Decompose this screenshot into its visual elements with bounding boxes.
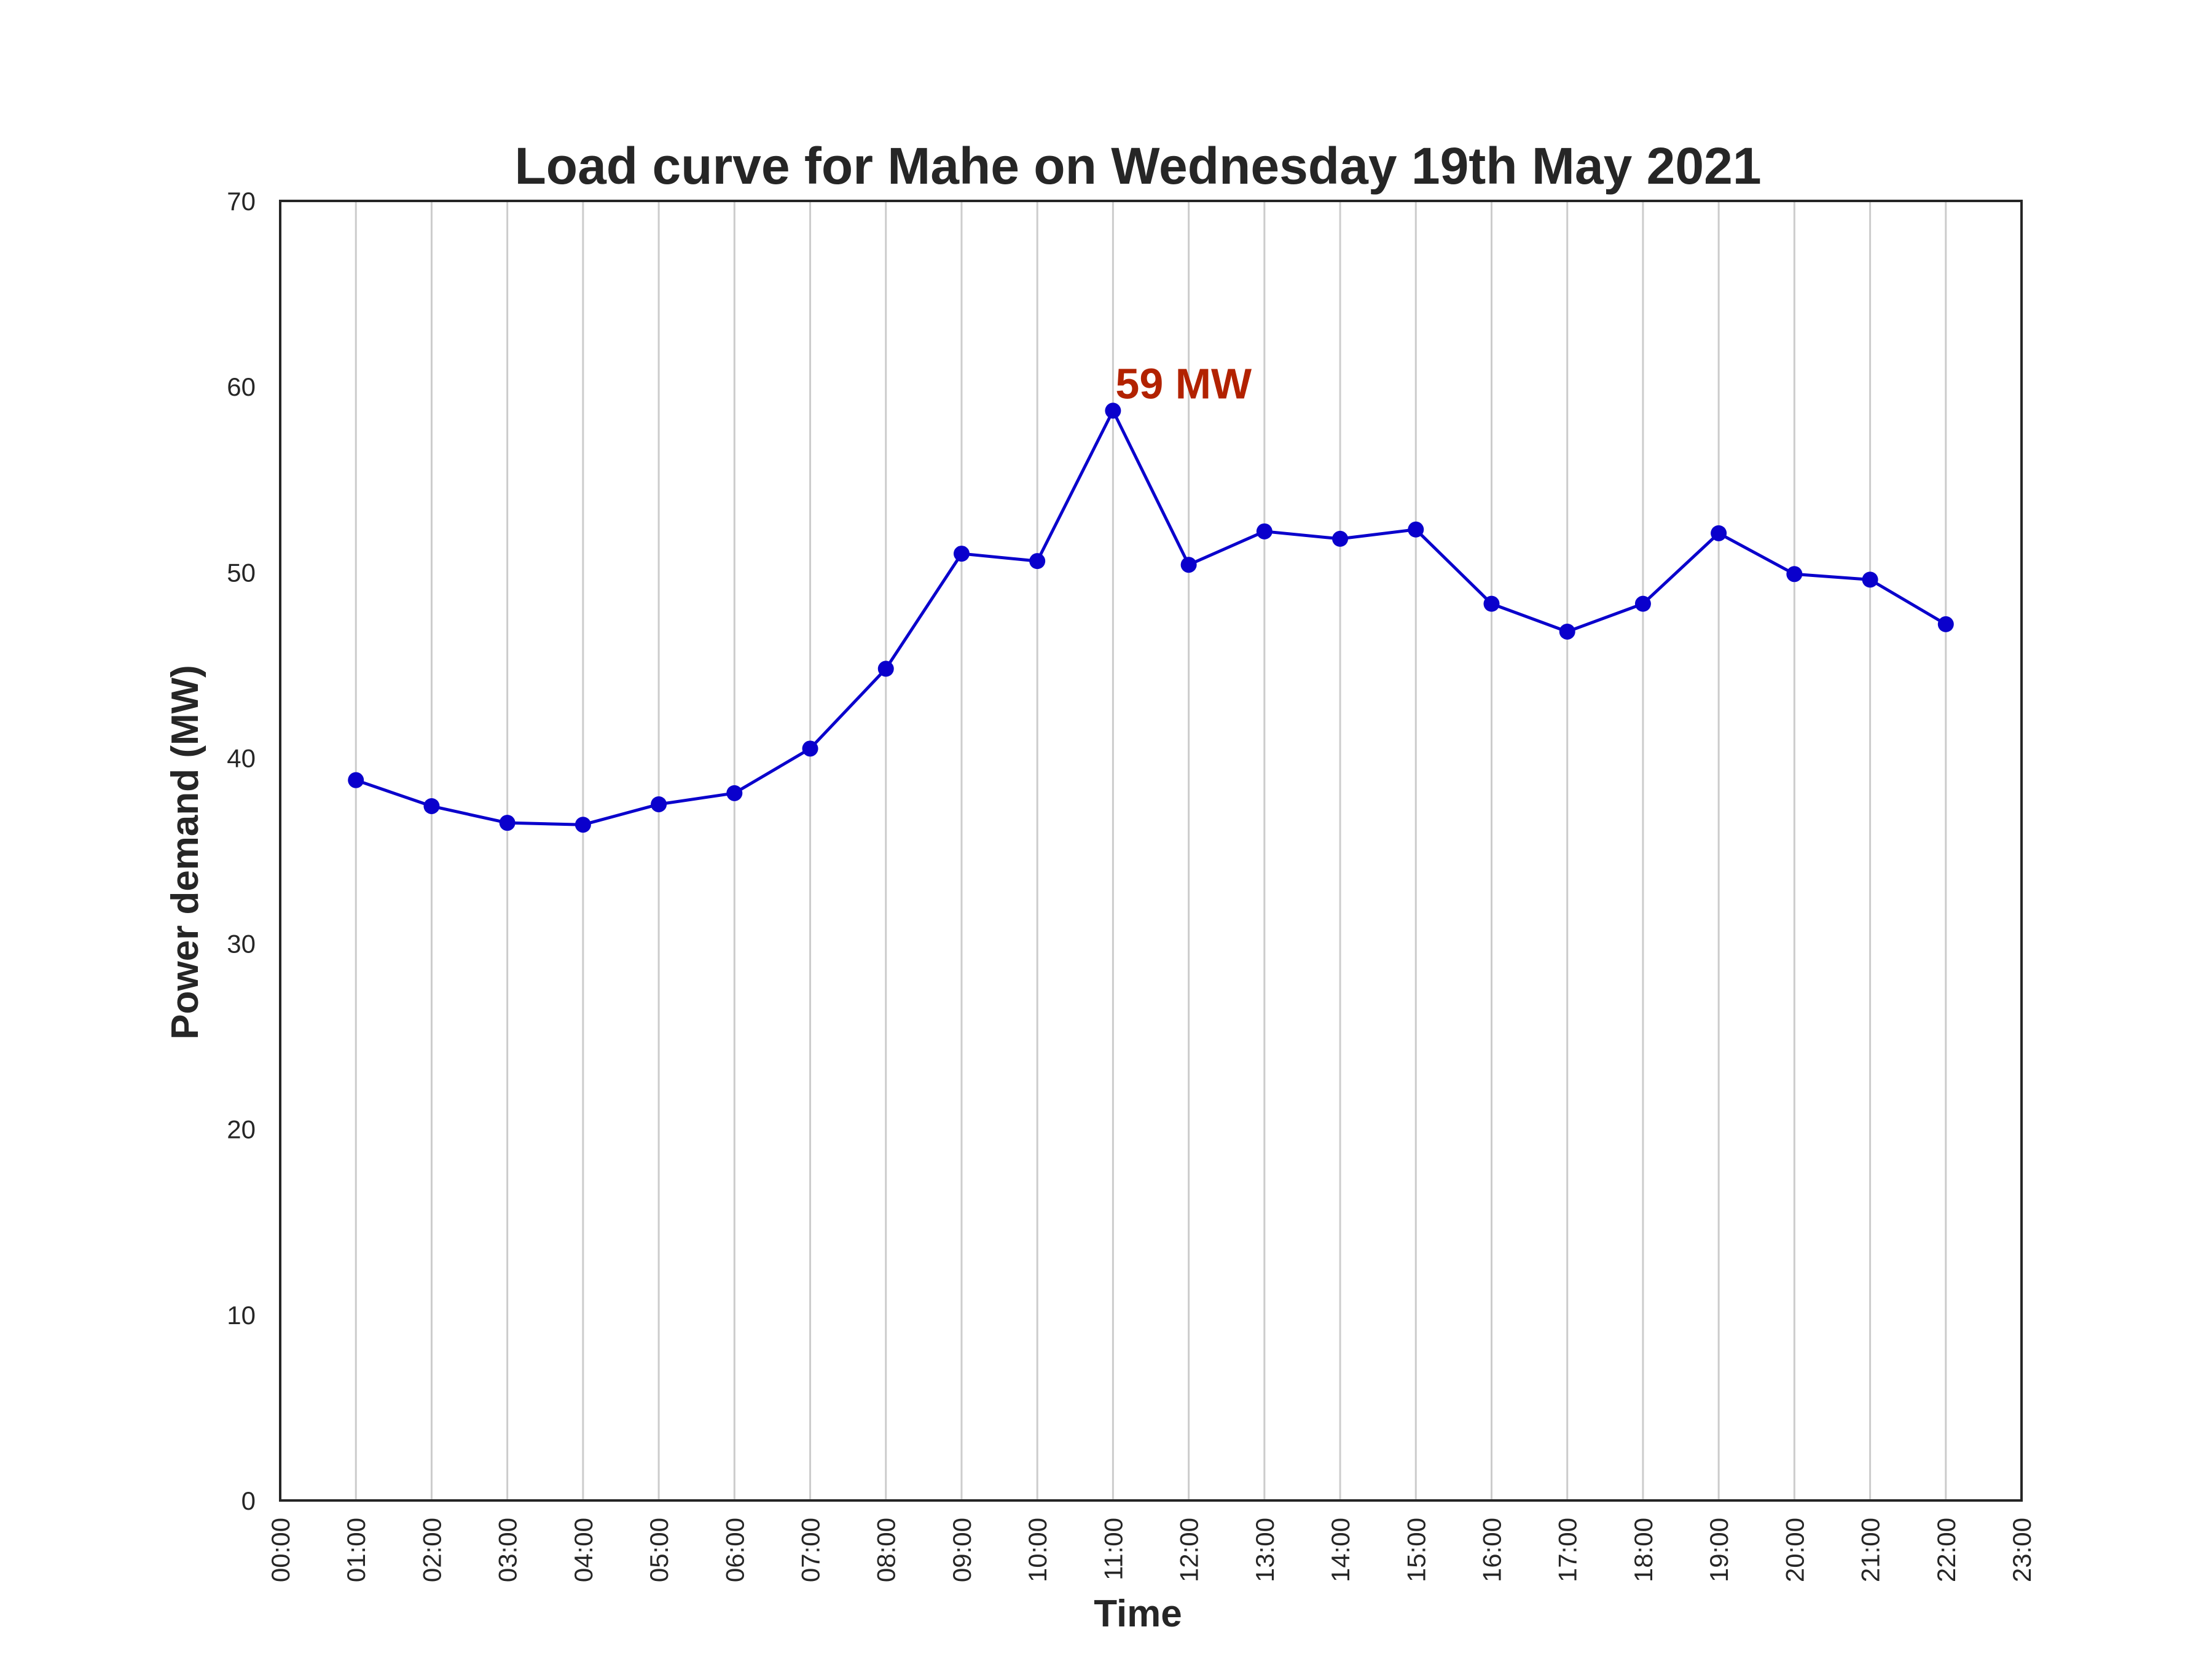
peak-annotation: 59 MW <box>1115 359 1252 407</box>
x-tick-label: 14:00 <box>1326 1518 1355 1582</box>
x-tick-label: 22:00 <box>1932 1518 1961 1582</box>
x-tick-label: 08:00 <box>872 1518 901 1582</box>
x-tick-label: 07:00 <box>796 1518 825 1582</box>
y-tick-label: 0 <box>241 1486 256 1515</box>
x-tick-label: 15:00 <box>1402 1518 1430 1582</box>
y-tick-label: 60 <box>227 372 256 401</box>
x-tick-label: 09:00 <box>947 1518 976 1582</box>
x-tick-label: 04:00 <box>569 1518 598 1582</box>
annotations: 59 MW <box>1115 359 1252 407</box>
y-tick-label: 20 <box>227 1115 256 1144</box>
data-point <box>1029 553 1046 570</box>
x-tick-label: 06:00 <box>720 1518 749 1582</box>
x-tick-label: 11:00 <box>1099 1518 1128 1580</box>
data-point <box>1634 595 1651 612</box>
plot-border <box>279 200 2023 1502</box>
data-point <box>1180 557 1197 573</box>
x-tick-label: 00:00 <box>266 1518 295 1582</box>
data-point <box>575 817 591 833</box>
series-layer <box>348 402 1954 833</box>
data-point <box>1862 571 1878 588</box>
x-tick-label: 16:00 <box>1477 1518 1506 1582</box>
x-tick-label: 03:00 <box>493 1518 522 1582</box>
data-point <box>1256 523 1273 539</box>
data-point <box>1105 402 1121 419</box>
x-tick-label: 19:00 <box>1704 1518 1733 1582</box>
x-tick-label: 05:00 <box>645 1518 673 1582</box>
data-point <box>348 772 364 788</box>
data-point <box>802 740 818 757</box>
x-tick-label: 18:00 <box>1629 1518 1658 1582</box>
x-axis-label: Time <box>1094 1593 1182 1635</box>
x-tick-label: 01:00 <box>342 1518 371 1582</box>
x-tick-label: 12:00 <box>1175 1518 1204 1582</box>
data-point <box>726 785 743 801</box>
x-tick-label: 02:00 <box>417 1518 446 1582</box>
tick-labels: 00:00 01:00 02:00 03:00 04:00 05:00 06:00 07:00… <box>227 187 2036 1582</box>
data-point <box>1332 530 1349 547</box>
y-tick-label: 40 <box>227 743 256 772</box>
x-tick-label: 10:00 <box>1023 1518 1052 1582</box>
data-point <box>1711 525 1727 541</box>
data-point <box>1483 595 1500 612</box>
chart-title: Load curve for Mahe on Wednesday 19th Ma… <box>514 137 1761 195</box>
x-tick-label: 17:00 <box>1553 1518 1582 1582</box>
x-tick-label: 23:00 <box>2007 1518 2036 1582</box>
x-tick-label: 13:00 <box>1250 1518 1279 1582</box>
data-point <box>1937 616 1954 632</box>
data-point <box>499 815 516 831</box>
data-point <box>651 796 667 812</box>
data-point <box>1408 521 1424 538</box>
data-point <box>423 798 440 814</box>
y-tick-label: 10 <box>227 1301 256 1330</box>
y-tick-label: 50 <box>227 558 256 587</box>
data-point <box>1786 566 1803 582</box>
data-point <box>1559 623 1575 640</box>
data-point <box>953 546 970 562</box>
x-tick-label: 21:00 <box>1856 1518 1885 1582</box>
y-axis-label: Power demand (MW) <box>164 665 206 1040</box>
plot-frame <box>279 200 2023 1502</box>
series-line <box>355 409 1947 826</box>
data-point <box>877 661 894 677</box>
y-tick-label: 70 <box>227 187 256 216</box>
y-tick-label: 30 <box>227 930 256 959</box>
x-tick-label: 20:00 <box>1780 1518 1809 1582</box>
